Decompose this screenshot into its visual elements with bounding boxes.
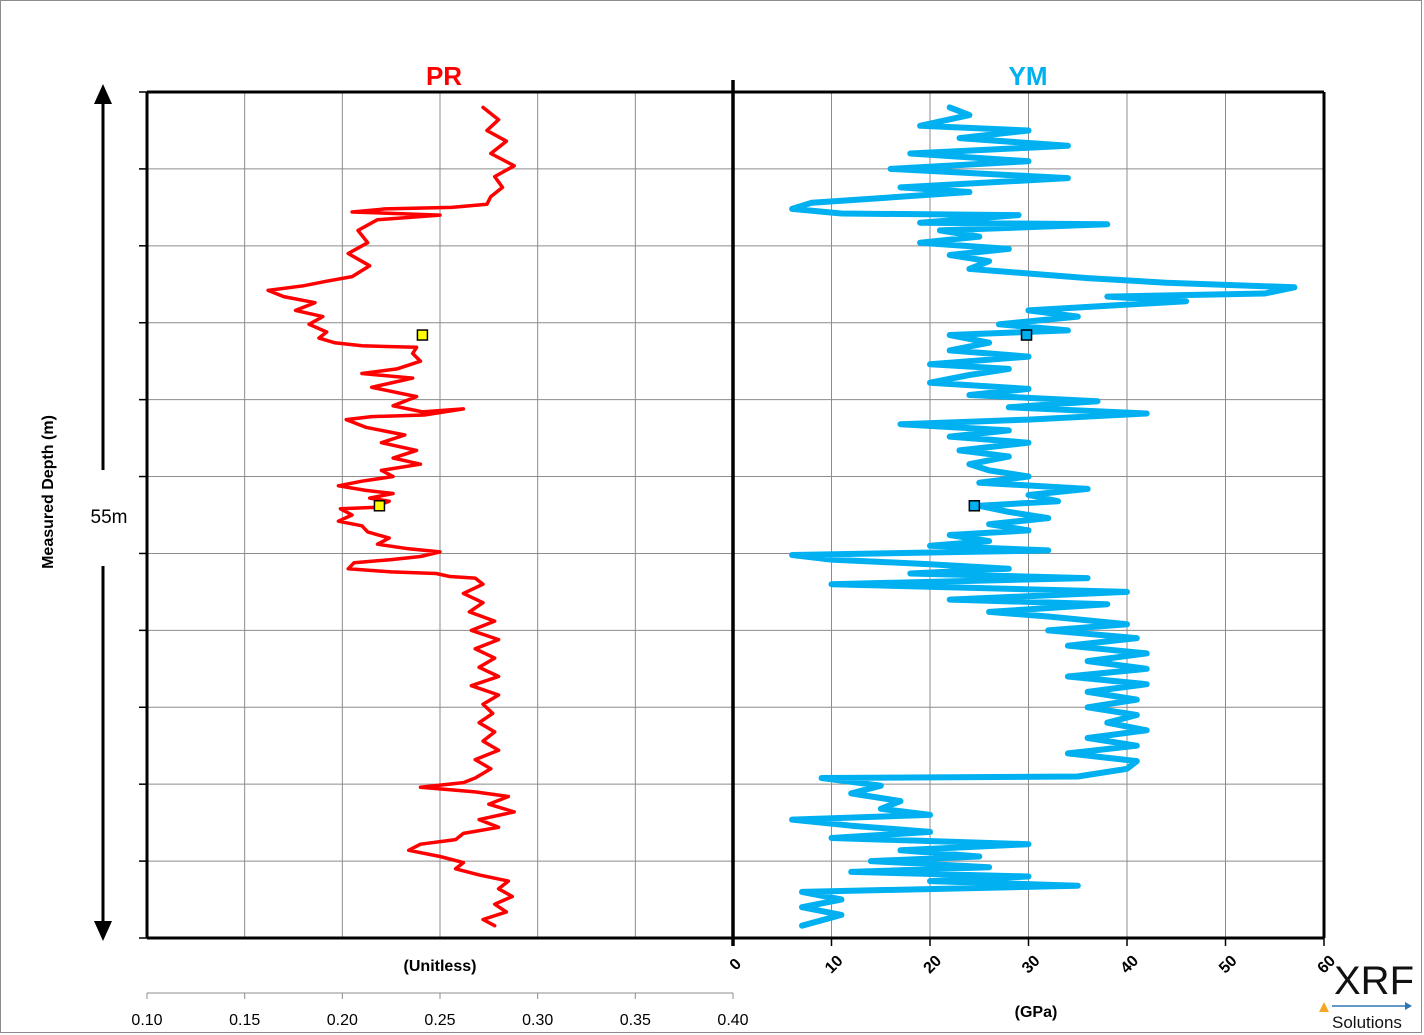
pr-x-tick-label: 0.10	[131, 1012, 162, 1029]
ym-x-tick-label: 40	[1118, 952, 1143, 977]
ym-x-axis-title: (GPa)	[1015, 1004, 1058, 1021]
ym-x-tick-label: 0	[727, 956, 745, 974]
ym-x-tick-label: 50	[1216, 952, 1241, 977]
ym-series-line	[789, 104, 1298, 929]
series-layer	[266, 104, 1298, 929]
xrf-logo: XRF Solutions	[1319, 959, 1414, 1032]
depth-scale-label: 55m	[91, 507, 128, 528]
ym-marker	[968, 500, 981, 512]
ym-marker	[1020, 329, 1033, 341]
pr-x-axis-title: (Unitless)	[404, 958, 477, 975]
pr-marker	[416, 329, 429, 341]
pr-x-tick-label: 0.15	[229, 1012, 260, 1029]
ym-x-tick-label: 30	[1019, 952, 1044, 977]
grid	[139, 92, 1324, 938]
ym-x-tick-label: 10	[822, 952, 847, 977]
pr-x-tick-label: 0.35	[620, 1012, 651, 1029]
ym-x-tick-label: 20	[921, 952, 946, 977]
pr-marker	[373, 500, 386, 512]
axes: 0 10 20 30 40 50 600.10 0.15 0.20 0.25 0.30 0.35 0.4…	[131, 80, 1339, 1029]
logo-triangle	[1319, 1002, 1329, 1012]
logo-text: XRF	[1334, 959, 1414, 1003]
pr-x-tick-label: 0.20	[327, 1012, 358, 1029]
pr-x-tick-label: 0.40	[717, 1012, 748, 1029]
logo-subtext: Solutions	[1332, 1013, 1402, 1032]
pr-x-tick-label: 0.30	[522, 1012, 553, 1029]
ym-panel-title: YM	[1009, 61, 1048, 91]
pr-series-line	[266, 105, 516, 928]
y-axis-title: Measured Depth (m)	[40, 415, 57, 569]
pr-x-tick-label: 0.25	[424, 1012, 455, 1029]
depth-arrow	[94, 84, 112, 941]
pr-panel-title: PR	[426, 61, 462, 91]
